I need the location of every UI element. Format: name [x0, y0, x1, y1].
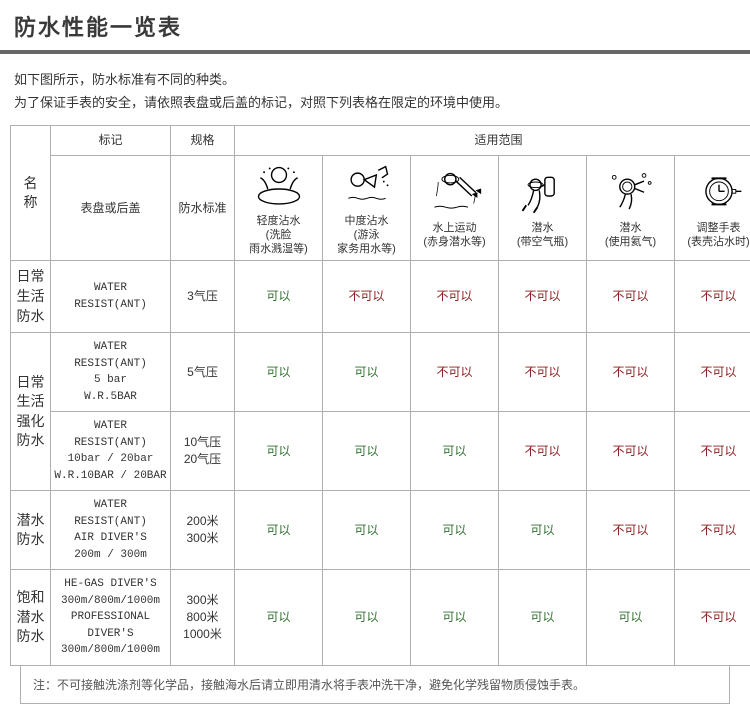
col-spec-header: 规格 — [171, 125, 235, 155]
dive-helium-icon — [603, 167, 659, 217]
medium-water-icon — [339, 160, 395, 210]
header-row-1: 名称 标记 规格 适用范围 — [11, 125, 750, 155]
scope-label-sub: (赤身潜水等) — [412, 235, 497, 249]
table-row: 潜水防水WATERRESIST(ANT)AIR DIVER'S200m / 30… — [11, 491, 750, 570]
col-mark-sub: 表盘或后盖 — [51, 155, 171, 261]
page-header: 防水性能一览表 — [0, 0, 750, 54]
capability-cell: 可以 — [499, 570, 587, 666]
mark-cell: WATERRESIST(ANT)AIR DIVER'S200m / 300m — [51, 491, 171, 570]
capability-cell: 可以 — [499, 491, 587, 570]
capability-cell: 可以 — [235, 333, 323, 412]
col-mark-header: 标记 — [51, 125, 171, 155]
capability-cell: 可以 — [323, 491, 411, 570]
capability-cell: 不可以 — [675, 412, 750, 491]
col-name-header: 名称 — [11, 125, 51, 261]
table-row: 日常生活防水WATERRESIST(ANT)3气压可以不可以不可以不可以不可以不… — [11, 261, 750, 333]
scope-label-sub: (带空气瓶) — [500, 235, 585, 249]
col-scope-header: 适用范围 — [235, 125, 750, 155]
light-water-icon — [251, 160, 307, 210]
mark-cell: WATERRESIST(ANT)10bar / 20barW.R.10BAR /… — [51, 412, 171, 491]
scope-label-top: 中度沾水 — [324, 214, 409, 228]
spec-cell: 10气压20气压 — [171, 412, 235, 491]
scope-label-top: 水上运动 — [412, 221, 497, 235]
spec-cell: 200米300米 — [171, 491, 235, 570]
mark-cell: WATERRESIST(ANT) — [51, 261, 171, 333]
mark-cell: WATERRESIST(ANT)5 barW.R.5BAR — [51, 333, 171, 412]
capability-cell: 不可以 — [411, 261, 499, 333]
header-row-2: 表盘或后盖 防水标准 轻度沾水(洗脸雨水溅湿等) 中度沾水(游泳家务用水等) 水… — [11, 155, 750, 261]
scope-col-0: 轻度沾水(洗脸雨水溅湿等) — [235, 155, 323, 261]
spec-cell: 3气压 — [171, 261, 235, 333]
scope-label-sub: (表壳沾水时) — [676, 235, 750, 249]
capability-cell: 不可以 — [587, 333, 675, 412]
scope-col-3: 潜水(带空气瓶) — [499, 155, 587, 261]
scope-label-sub: (游泳家务用水等) — [324, 228, 409, 257]
capability-cell: 可以 — [587, 570, 675, 666]
row-name: 饱和潜水防水 — [11, 570, 51, 666]
intro-text: 如下图所示，防水标准有不同的种类。 为了保证手表的安全，请依照表盘或后盖的标记，… — [0, 54, 750, 125]
dive-air-icon — [515, 167, 571, 217]
capability-cell: 可以 — [235, 570, 323, 666]
capability-cell: 可以 — [411, 570, 499, 666]
spec-cell: 5气压 — [171, 333, 235, 412]
capability-cell: 可以 — [411, 412, 499, 491]
scope-label-sub: (洗脸雨水溅湿等) — [236, 228, 321, 257]
table-row: 饱和潜水防水HE-GAS DIVER'S300m/800m/1000mPROFE… — [11, 570, 750, 666]
scope-label-top: 轻度沾水 — [236, 214, 321, 228]
capability-cell: 不可以 — [499, 333, 587, 412]
capability-cell: 不可以 — [499, 261, 587, 333]
capability-cell: 不可以 — [587, 491, 675, 570]
capability-cell: 可以 — [235, 261, 323, 333]
footnote: 注：不可接触洗涤剂等化学品，接触海水后请立即用清水将手表冲洗干净，避免化学残留物… — [20, 666, 730, 704]
scope-col-2: 水上运动(赤身潜水等) — [411, 155, 499, 261]
capability-cell: 不可以 — [587, 412, 675, 491]
row-name: 日常生活防水 — [11, 261, 51, 333]
adjust-watch-icon — [691, 167, 747, 217]
table-row: 日常生活强化防水WATERRESIST(ANT)5 barW.R.5BAR5气压… — [11, 333, 750, 412]
row-name: 潜水防水 — [11, 491, 51, 570]
scope-label-sub: (使用氦气) — [588, 235, 673, 249]
capability-cell: 可以 — [323, 570, 411, 666]
scope-col-4: 潜水(使用氦气) — [587, 155, 675, 261]
intro-line-1: 如下图所示，防水标准有不同的种类。 — [14, 68, 736, 91]
capability-cell: 不可以 — [587, 261, 675, 333]
capability-cell: 可以 — [323, 412, 411, 491]
page-title: 防水性能一览表 — [14, 10, 736, 42]
waterproof-table: 名称 标记 规格 适用范围 表盘或后盖 防水标准 轻度沾水(洗脸雨水溅湿等) 中… — [10, 125, 750, 666]
mark-cell: HE-GAS DIVER'S300m/800m/1000mPROFESSIONA… — [51, 570, 171, 666]
scope-col-5: 调整手表(表壳沾水时) — [675, 155, 750, 261]
capability-cell: 不可以 — [499, 412, 587, 491]
capability-cell: 可以 — [411, 491, 499, 570]
capability-cell: 可以 — [235, 412, 323, 491]
row-name: 日常生活强化防水 — [11, 333, 51, 491]
scope-col-1: 中度沾水(游泳家务用水等) — [323, 155, 411, 261]
intro-line-2: 为了保证手表的安全，请依照表盘或后盖的标记，对照下列表格在限定的环境中使用。 — [14, 91, 736, 114]
capability-cell: 不可以 — [323, 261, 411, 333]
capability-cell: 不可以 — [675, 491, 750, 570]
col-spec-sub: 防水标准 — [171, 155, 235, 261]
capability-cell: 不可以 — [675, 261, 750, 333]
capability-cell: 不可以 — [675, 570, 750, 666]
scope-label-top: 调整手表 — [676, 221, 750, 235]
capability-cell: 不可以 — [675, 333, 750, 412]
table-row: WATERRESIST(ANT)10bar / 20barW.R.10BAR /… — [11, 412, 750, 491]
scope-label-top: 潜水 — [588, 221, 673, 235]
spec-cell: 300米800米1000米 — [171, 570, 235, 666]
capability-cell: 可以 — [235, 491, 323, 570]
capability-cell: 可以 — [323, 333, 411, 412]
capability-cell: 不可以 — [411, 333, 499, 412]
water-sport-icon — [427, 167, 483, 217]
scope-label-top: 潜水 — [500, 221, 585, 235]
